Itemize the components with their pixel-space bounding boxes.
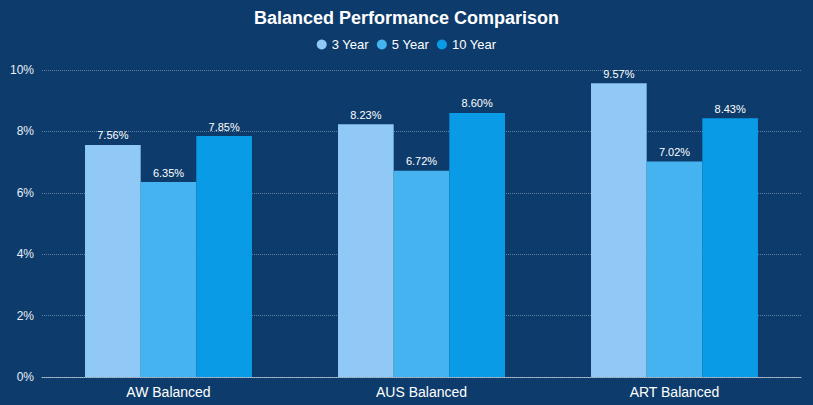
svg-text:5 Year: 5 Year: [392, 37, 430, 52]
svg-text:8.60%: 8.60%: [462, 97, 493, 109]
svg-text:7.56%: 7.56%: [97, 129, 128, 141]
svg-text:AW Balanced: AW Balanced: [126, 384, 210, 400]
svg-text:8.43%: 8.43%: [715, 103, 746, 115]
svg-text:7.02%: 7.02%: [659, 146, 690, 158]
svg-text:ART Balanced: ART Balanced: [630, 384, 720, 400]
svg-text:6%: 6%: [17, 186, 35, 200]
svg-text:6.35%: 6.35%: [153, 167, 184, 179]
svg-text:7.85%: 7.85%: [209, 121, 240, 133]
svg-text:4%: 4%: [17, 247, 35, 261]
svg-text:Balanced Performance Compariso: Balanced Performance Comparison: [254, 8, 559, 28]
svg-text:2%: 2%: [17, 309, 35, 323]
svg-text:10%: 10%: [10, 63, 34, 77]
svg-text:10 Year: 10 Year: [452, 37, 497, 52]
svg-text:0%: 0%: [17, 370, 35, 384]
svg-text:8.23%: 8.23%: [350, 109, 381, 121]
svg-text:3 Year: 3 Year: [332, 37, 370, 52]
svg-text:9.57%: 9.57%: [603, 68, 634, 80]
svg-text:8%: 8%: [17, 124, 35, 138]
svg-text:6.72%: 6.72%: [406, 155, 437, 167]
svg-text:AUS Balanced: AUS Balanced: [376, 384, 467, 400]
